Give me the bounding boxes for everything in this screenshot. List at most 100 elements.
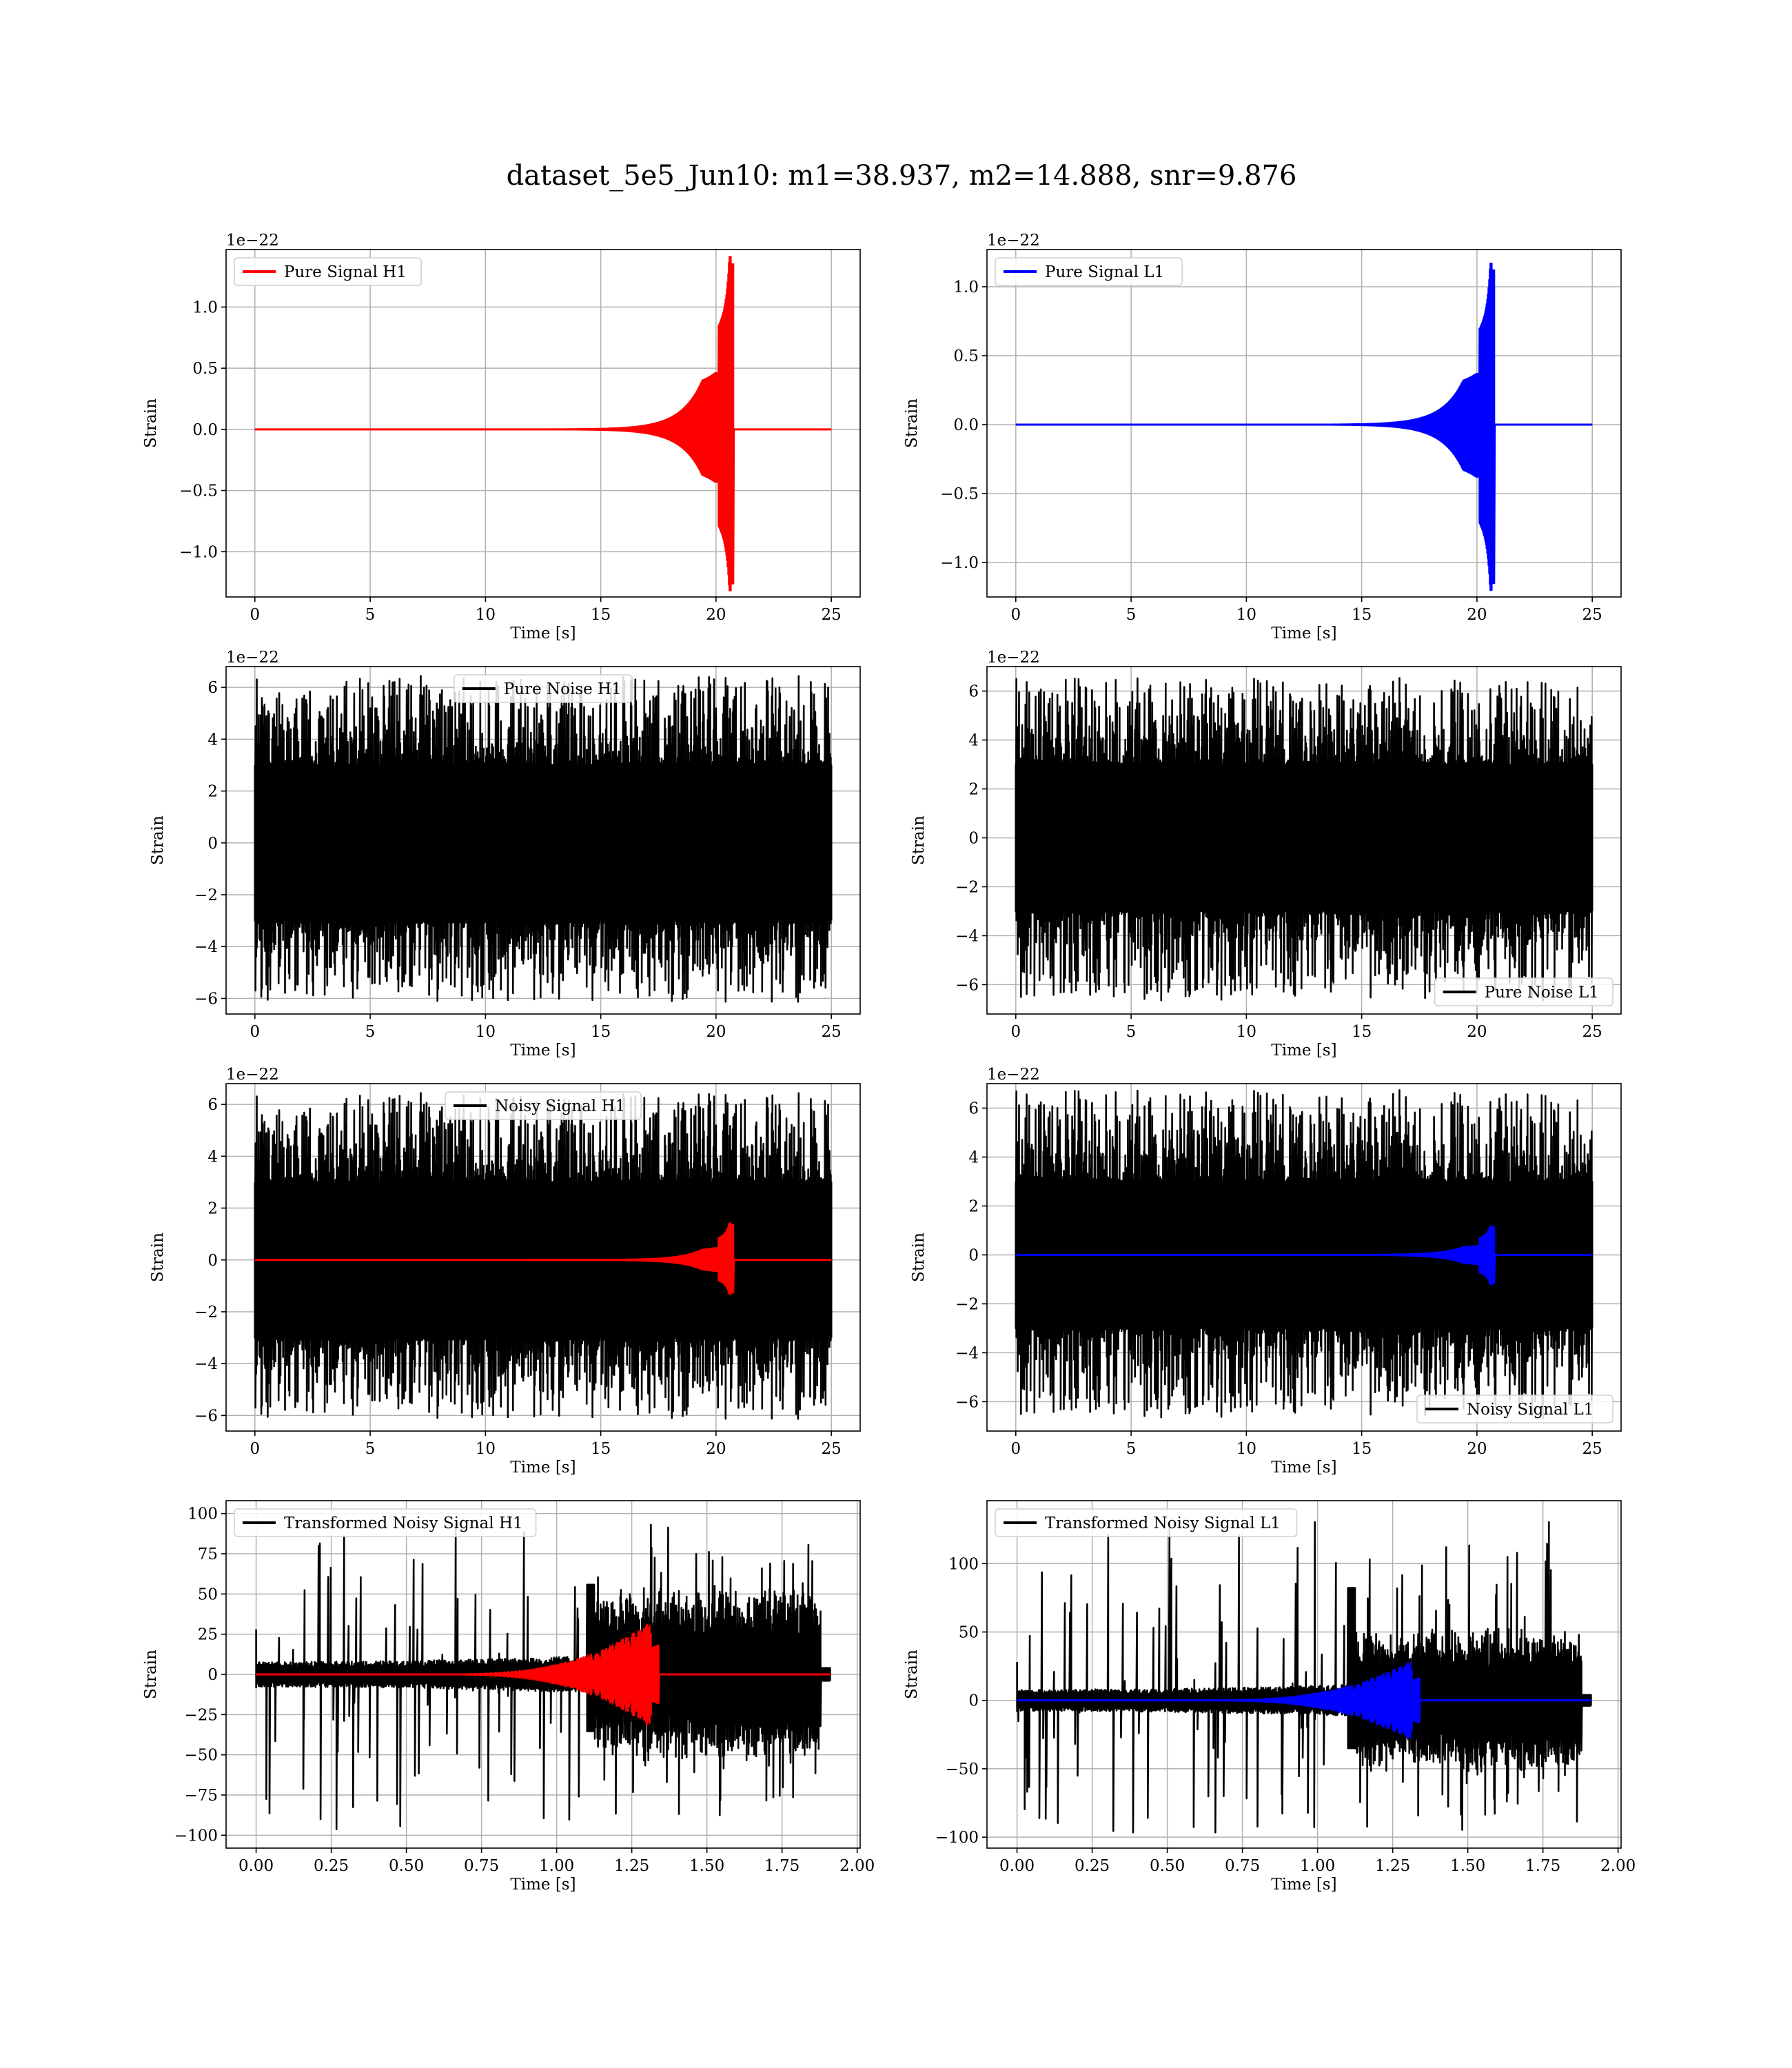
x-tick-label: 15: [591, 1440, 611, 1458]
y-axis-label: Strain: [903, 1650, 921, 1699]
legend-box: [995, 1508, 1298, 1537]
legend-box: [445, 1091, 642, 1120]
x-tick-label: 0.50: [1150, 1857, 1185, 1875]
x-tick-label: 25: [822, 1440, 842, 1458]
y-tick-label: 1.0: [192, 298, 218, 316]
x-tick-label: 0: [1010, 1440, 1021, 1458]
y-tick-label: 0: [968, 829, 979, 847]
axes-frame: [225, 249, 861, 598]
y-axis-label: Strain: [142, 398, 160, 448]
y-tick-label: 0: [968, 1246, 979, 1264]
axis-offset-label: 1e−22: [226, 1066, 279, 1084]
x-axis-label: Time [s]: [1271, 625, 1336, 642]
axis-offset-label: 1e−22: [987, 1066, 1040, 1084]
y-tick-label: 25: [198, 1626, 218, 1644]
x-tick-label: 10: [1236, 1023, 1256, 1041]
plot-area: [254, 675, 833, 1003]
axes-frame: [225, 1083, 861, 1432]
subplot-pure-signal-l1: 0 5 10 15 20 25 −1.0 −0.5 0.0 0.5 1.0 Time [s] Strai…: [903, 232, 1622, 642]
subplot-transformed-noisy-signal-h1: 0.00 0.25 0.50 0.75 1.00 1.25 1.50 1.75 2.00 −100…: [142, 1500, 875, 1894]
series-line-pure-noise-h1: [254, 675, 833, 1003]
y-tick-label: −2: [194, 886, 218, 904]
y-tick-label: 75: [198, 1545, 218, 1563]
y-axis-label: Strain: [910, 815, 928, 865]
plot-area: [1015, 677, 1594, 1002]
y-tick-label: 4: [207, 731, 218, 749]
y-tick-label: −6: [194, 1407, 218, 1425]
y-tick-label: −2: [955, 878, 979, 896]
y-tick-label: 6: [207, 1096, 218, 1114]
axes-frame: [986, 249, 1622, 598]
x-tick-label: 15: [1352, 1023, 1372, 1041]
legend-label: Noisy Signal H1: [495, 1097, 625, 1115]
y-tick-label: −6: [194, 990, 218, 1008]
y-tick-label: 0.5: [192, 360, 218, 378]
x-tick-label: 15: [1352, 1440, 1372, 1458]
legend: Pure Noise L1: [1434, 977, 1613, 1006]
y-tick-label: −4: [194, 938, 218, 956]
x-tick-label: 20: [1467, 1023, 1487, 1041]
y-tick-label: 2: [968, 780, 979, 798]
figure-title: dataset_5e5_Jun10: m1=38.937, m2=14.888,…: [507, 160, 1297, 192]
legend-label: Pure Signal L1: [1045, 263, 1164, 281]
legend-label: Pure Noise H1: [504, 680, 622, 698]
x-tick-label: 5: [1126, 1023, 1137, 1041]
x-tick-label: 10: [476, 606, 496, 624]
y-axis-label: Strain: [149, 815, 167, 865]
plot-area: [254, 1092, 833, 1420]
legend-label: Transformed Noisy Signal L1: [1045, 1514, 1281, 1532]
plot-area: [255, 1523, 831, 1830]
y-tick-label: −100: [174, 1827, 218, 1845]
y-axis-label: Strain: [910, 1233, 928, 1282]
y-tick-label: 4: [207, 1148, 218, 1166]
x-tick-label: 10: [1236, 1440, 1256, 1458]
x-axis-label: Time [s]: [1271, 1042, 1336, 1060]
y-tick-label: 4: [968, 1148, 979, 1166]
legend-box: [454, 674, 633, 703]
y-tick-label: −2: [955, 1295, 979, 1313]
y-tick-label: 2: [207, 1200, 218, 1218]
y-tick-label: 0: [207, 1252, 218, 1270]
x-tick-label: 1.50: [1450, 1857, 1485, 1875]
x-tick-label: 1.75: [764, 1857, 800, 1875]
x-tick-label: 5: [365, 1023, 376, 1041]
y-tick-label: −50: [184, 1747, 218, 1765]
plot-area: [1016, 1521, 1592, 1834]
x-tick-label: 20: [706, 1023, 726, 1041]
y-tick-label: −25: [184, 1706, 218, 1724]
legend: Transformed Noisy Signal L1: [995, 1508, 1298, 1537]
y-tick-label: 6: [968, 1099, 979, 1117]
y-tick-label: 0.0: [192, 421, 218, 439]
x-tick-label: 25: [822, 1023, 842, 1041]
x-tick-label: 5: [365, 1440, 376, 1458]
x-tick-label: 5: [1126, 1440, 1137, 1458]
x-tick-label: 25: [1582, 1023, 1602, 1041]
legend-label: Transformed Noisy Signal H1: [284, 1514, 523, 1532]
y-tick-label: 0.0: [953, 416, 979, 434]
x-axis-label: Time [s]: [510, 1042, 576, 1060]
x-tick-label: 25: [1582, 1440, 1602, 1458]
x-tick-label: 2.00: [839, 1857, 875, 1875]
y-tick-label: −6: [955, 976, 979, 994]
x-tick-label: 1.00: [1300, 1857, 1335, 1875]
x-tick-label: 0: [250, 1023, 260, 1041]
x-axis-label: Time [s]: [510, 1876, 576, 1894]
plot-area: [1015, 1089, 1594, 1419]
x-tick-label: 25: [1582, 606, 1602, 624]
subplot-pure-noise-l1: 0 5 10 15 20 25 −6 −4 −2 0 2 4 6 Time [s] Strain 1e−22 P…: [910, 649, 1622, 1060]
y-axis-label: Strain: [149, 1233, 167, 1282]
y-axis-label: Strain: [142, 1650, 160, 1699]
y-tick-label: 0: [207, 1666, 218, 1684]
x-tick-label: 1.50: [689, 1857, 724, 1875]
y-tick-label: 0.5: [953, 347, 979, 365]
x-tick-label: 15: [591, 606, 611, 624]
subplot-pure-signal-h1: 0 5 10 15 20 25 −1.0 −0.5 0.0 0.5 1.0 Time [s] Strai…: [142, 232, 861, 642]
legend-box: [1434, 977, 1613, 1006]
x-axis-label: Time [s]: [1271, 1459, 1336, 1477]
legend: Pure Noise H1: [454, 674, 633, 703]
x-tick-label: 20: [1467, 606, 1487, 624]
y-tick-label: 6: [207, 679, 218, 697]
subplot-pure-noise-h1: 0 5 10 15 20 25 −6 −4 −2 0 2 4 6 Time [s] Strain 1e−22 P…: [149, 649, 861, 1060]
